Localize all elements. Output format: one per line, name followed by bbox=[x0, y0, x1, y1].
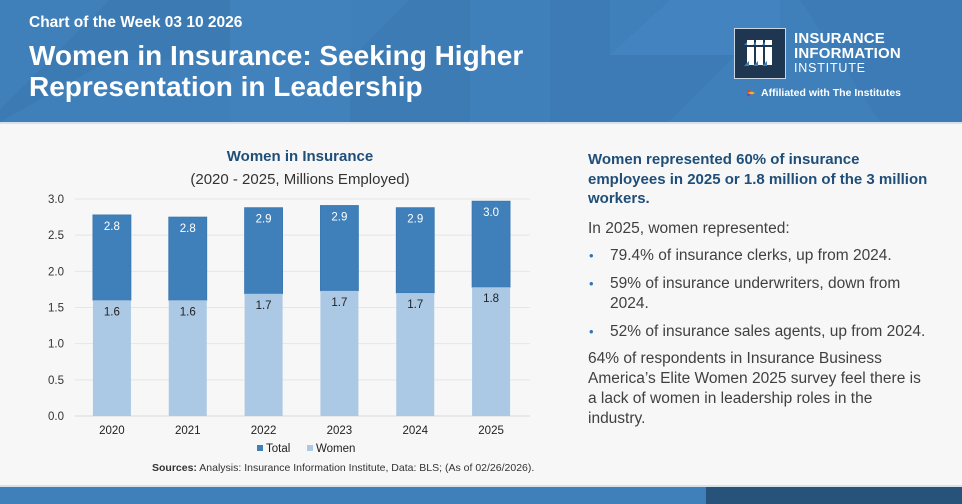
y-tick-label: 2.5 bbox=[48, 230, 64, 242]
bullet-icon: • bbox=[589, 247, 594, 263]
brand-line-1: INSURANCE bbox=[794, 30, 885, 47]
bar-total bbox=[168, 216, 208, 301]
legend-swatch bbox=[257, 445, 263, 451]
chart-subtitle: (2020 - 2025, Millions Employed) bbox=[190, 171, 410, 188]
insight-panel: Women represented 60% of insurance emplo… bbox=[588, 150, 928, 429]
y-tick-label: 0.0 bbox=[48, 411, 64, 423]
brand-line-3: INSTITUTE bbox=[794, 61, 866, 75]
bullet-text: 52% of insurance sales agents, up from 2… bbox=[610, 322, 926, 340]
data-label-total: 2.9 bbox=[256, 214, 272, 226]
chart-title: Women in Insurance bbox=[226, 148, 374, 165]
x-tick-label: 2021 bbox=[175, 425, 201, 437]
bullet-list: • 79.4% of insurance clerks, up from 2024… bbox=[588, 246, 928, 342]
bar-total bbox=[244, 207, 283, 295]
bar-women bbox=[168, 300, 207, 416]
legend-label: Women bbox=[316, 443, 355, 455]
data-label-total: 2.9 bbox=[331, 212, 347, 224]
bullet-icon: • bbox=[589, 275, 594, 291]
bar-total bbox=[471, 200, 511, 288]
affiliation-text: Affiliated with The Institutes bbox=[761, 87, 902, 99]
x-tick-label: 2022 bbox=[251, 425, 277, 437]
bullet-text: 79.4% of insurance clerks, up from 2024. bbox=[610, 246, 892, 264]
y-tick-label: 1.0 bbox=[48, 339, 64, 351]
bullet-icon: • bbox=[589, 323, 594, 339]
header-banner: Chart of the Week 03 10 2026 Women in In… bbox=[0, 0, 962, 122]
footer-bar-accent bbox=[706, 487, 962, 504]
sources-label: Sources: bbox=[152, 462, 197, 474]
bar-women bbox=[244, 293, 283, 416]
legend-label: Total bbox=[266, 443, 290, 455]
bar-women bbox=[472, 287, 511, 416]
footer-bar bbox=[0, 487, 706, 504]
data-label-total: 3.0 bbox=[483, 207, 499, 219]
bar-total bbox=[92, 214, 132, 301]
x-tick-label: 2024 bbox=[402, 425, 428, 437]
data-label-total: 2.8 bbox=[104, 221, 120, 233]
data-label-women: 1.7 bbox=[256, 300, 272, 312]
x-tick-label: 2020 bbox=[99, 425, 125, 437]
survey-note: 64% of respondents in Insurance Business… bbox=[588, 349, 921, 427]
bar-total bbox=[395, 207, 435, 294]
x-tick-label: 2025 bbox=[478, 425, 504, 437]
bullet-item: • 52% of insurance sales agents, up from … bbox=[588, 322, 928, 342]
data-label-women: 1.7 bbox=[331, 297, 347, 309]
bullet-item: • 59% of insurance underwriters, down fro… bbox=[588, 274, 928, 314]
bar-women bbox=[320, 290, 359, 416]
iii-logo-icon bbox=[734, 28, 786, 79]
y-tick-label: 2.0 bbox=[48, 266, 64, 278]
bar-women bbox=[396, 293, 435, 416]
data-label-total: 2.8 bbox=[180, 223, 196, 235]
data-label-total: 2.9 bbox=[407, 214, 423, 226]
sources-note: Sources: Analysis: Insurance Information… bbox=[152, 462, 534, 474]
chart-of-week-label: Chart of the Week 03 10 2026 bbox=[29, 14, 243, 31]
y-tick-label: 0.5 bbox=[48, 375, 64, 387]
y-tick-label: 1.5 bbox=[48, 303, 64, 315]
sources-text: Analysis: Insurance Information Institut… bbox=[196, 462, 535, 474]
banner-pattern bbox=[0, 0, 962, 122]
institutes-icon bbox=[747, 89, 755, 97]
footer-divider bbox=[0, 485, 962, 487]
data-label-women: 1.6 bbox=[180, 306, 196, 318]
brand-name: INSURANCE INFORMATION INSTITUTE bbox=[794, 31, 901, 76]
legend-swatch bbox=[307, 445, 313, 451]
bullet-text: 59% of insurance underwriters, down from… bbox=[610, 274, 901, 312]
page-title: Women in Insurance: Seeking Higher Repre… bbox=[29, 40, 524, 102]
key-finding: Women represented 60% of insurance emplo… bbox=[588, 151, 928, 207]
header-divider bbox=[0, 122, 962, 124]
bar-women bbox=[92, 300, 131, 416]
bar-total bbox=[320, 205, 359, 292]
affiliation: Affiliated with The Institutes bbox=[746, 87, 901, 99]
x-tick-label: 2023 bbox=[327, 425, 353, 437]
y-tick-label: 3.0 bbox=[48, 194, 64, 206]
intro-text: In 2025, women represented: bbox=[588, 219, 790, 237]
data-label-women: 1.6 bbox=[104, 306, 120, 318]
brand-line-2: INFORMATION bbox=[794, 45, 901, 62]
data-label-women: 1.8 bbox=[483, 293, 499, 305]
data-label-women: 1.7 bbox=[407, 299, 423, 311]
bullet-item: • 79.4% of insurance clerks, up from 2024… bbox=[588, 246, 928, 266]
